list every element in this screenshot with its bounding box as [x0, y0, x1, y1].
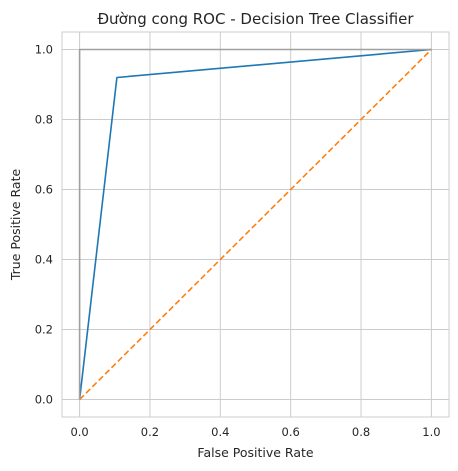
series-line-1 — [78, 48, 432, 400]
y-tick-label: 0.2 — [35, 323, 53, 337]
series-lines — [78, 48, 432, 401]
tick-labels: 0.0 0.2 0.4 0.6 0.8 1.0 0.0 0.2 0.4 0.6 0.8 1.0 — [35, 43, 441, 440]
y-tick-label: 0.0 — [35, 393, 53, 407]
series-line-3 — [78, 48, 432, 400]
x-tick-label: 0.6 — [282, 425, 300, 439]
x-tick-label: 0.8 — [352, 425, 370, 439]
x-axis-label: False Positive Rate — [197, 445, 313, 460]
series-line-2 — [79, 48, 432, 401]
chart-title: Đường cong ROC - Decision Tree Classifie… — [97, 10, 414, 28]
x-tick-label: 1.0 — [422, 425, 440, 439]
y-tick-label: 0.8 — [35, 113, 53, 127]
y-tick-label: 0.4 — [35, 253, 53, 267]
x-tick-label: 0.4 — [211, 425, 229, 439]
y-tick-label: 1.0 — [35, 43, 53, 57]
y-axis-label: True Positive Rate — [8, 169, 23, 282]
y-tick-label: 0.6 — [35, 183, 53, 197]
x-tick-label: 0.0 — [70, 425, 88, 439]
x-tick-label: 0.2 — [141, 425, 159, 439]
